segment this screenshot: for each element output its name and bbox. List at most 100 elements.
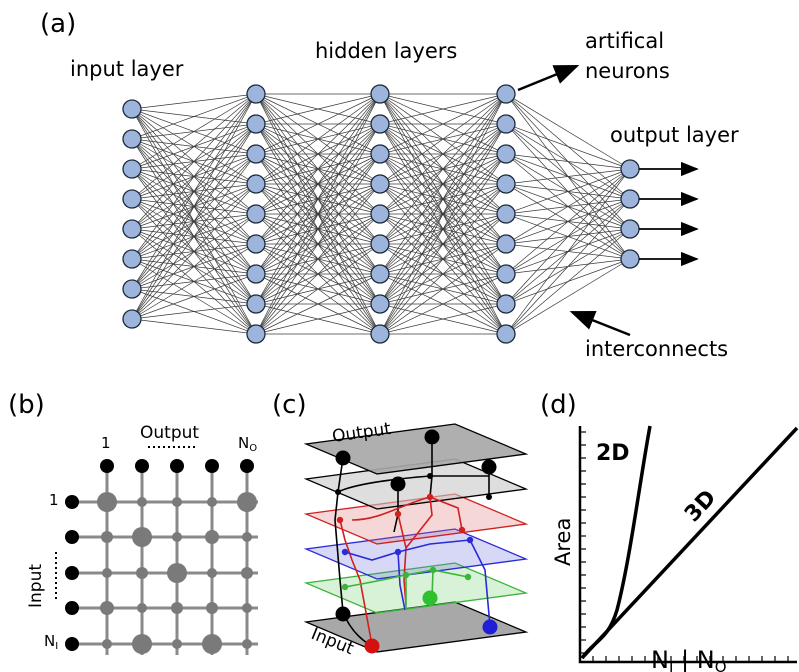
panel-c-label: (c) [272,390,307,420]
synapse-weight [137,603,147,613]
input-index-1: 1 [49,491,59,509]
artificial-neuron [620,159,640,179]
gray-layer-node [335,489,341,495]
interconnect-line [255,93,381,215]
gray-layer-node [486,494,492,500]
artificial-neuron [496,114,516,134]
synapse-weight [205,530,219,544]
synapse-weight [207,568,217,578]
synapse-weight [167,563,187,583]
panel-c: (c) [272,390,529,659]
artificial-neuron [370,84,390,104]
interconnects-pointer-arrow [569,310,631,337]
output-terminal [205,459,219,473]
interconnect-line [505,93,631,170]
output-terminal [170,459,184,473]
artificial-neuron [122,189,142,209]
interconnects-label: interconnects [585,337,728,361]
crossbar-array [65,459,258,655]
interconnect-line [505,168,631,275]
output-terminal [100,459,114,473]
interconnect-line [379,93,507,305]
interconnect-line [379,123,507,335]
synapse-weight [171,602,183,614]
artificial-neuron [246,234,266,254]
synapse-weight [132,527,152,547]
synapse-weight [132,634,152,654]
synapse-weight [241,567,253,579]
curve-2d-label: 2D [596,441,630,466]
y-axis-label: Area [551,518,575,566]
artificial-neuron [246,324,266,344]
artificial-neurons-label-1: artifical [585,29,664,53]
red-layer-node [426,493,434,501]
interconnect-line [505,228,631,335]
red-layer-node [458,526,466,534]
interconnect-line [255,153,381,335]
artificial-neuron [122,159,142,179]
interconnect-line [255,303,381,335]
interconnect-line [131,273,257,320]
interconnect-line [131,93,257,140]
artificial-neuron [122,129,142,149]
output-terminal [240,459,254,473]
interconnect-line [255,93,381,125]
artificial-neuron [496,144,516,164]
panel-a-label: (a) [40,9,76,39]
artificial-neuron [496,204,516,224]
interconnect-line [255,243,381,335]
interconnect-line [379,93,507,185]
interconnect-line [255,183,381,335]
panel-b: (b) Output 1 NO 1 NI Input [8,390,258,655]
interconnect-line [131,303,257,320]
synapse-weight [206,602,218,614]
red-layer-node [336,516,344,524]
interconnect-line [131,93,257,200]
green-layer-node [341,583,349,591]
interconnect-line [131,93,257,110]
interconnect-line [505,258,631,335]
synapse-weight [242,639,252,649]
interconnect-line [255,273,381,335]
panel-d: (d) Area 2D 3D NI | NO [540,390,799,672]
interconnect-line [379,213,507,335]
interconnect-line [131,213,257,320]
input-terminal [65,495,79,509]
interconnect-line [255,93,381,305]
artificial-neuron [246,174,266,194]
interconnect-line [505,123,631,170]
blue-layer-node [466,536,474,544]
artificial-neuron [496,234,516,254]
artificial-neurons-label-2: neurons [585,59,670,83]
interconnect-line [131,243,257,320]
synapse-weight [137,497,147,507]
interconnect-line [379,273,507,335]
interconnect-line [131,93,257,320]
artificial-neuron [246,264,266,284]
output-node [481,459,497,475]
interconnect-line [505,168,631,185]
red-layer-node [394,510,402,518]
output-node [424,429,440,445]
output-label-b: Output [140,423,199,443]
artificial-neuron [246,144,266,164]
artificial-neuron [370,294,390,314]
interconnect-line [379,243,507,335]
output-node [390,476,406,492]
synapse-weight [242,532,252,542]
input-node-blue [482,619,498,635]
gray-layer-node [427,473,433,479]
input-layer-label: input layer [70,57,184,81]
interconnect-line [379,183,507,335]
axes [578,426,797,664]
interconnect-line [505,168,631,305]
input-node-red [364,638,380,654]
artificial-neuron [620,219,640,239]
artificial-neuron [122,219,142,239]
artificial-neuron [246,294,266,314]
curve-3d [580,426,799,660]
output-layer-label: output layer [610,123,739,147]
artificial-neuron [370,324,390,344]
synapse-weight [237,492,257,512]
blue-layer-node [394,548,402,556]
